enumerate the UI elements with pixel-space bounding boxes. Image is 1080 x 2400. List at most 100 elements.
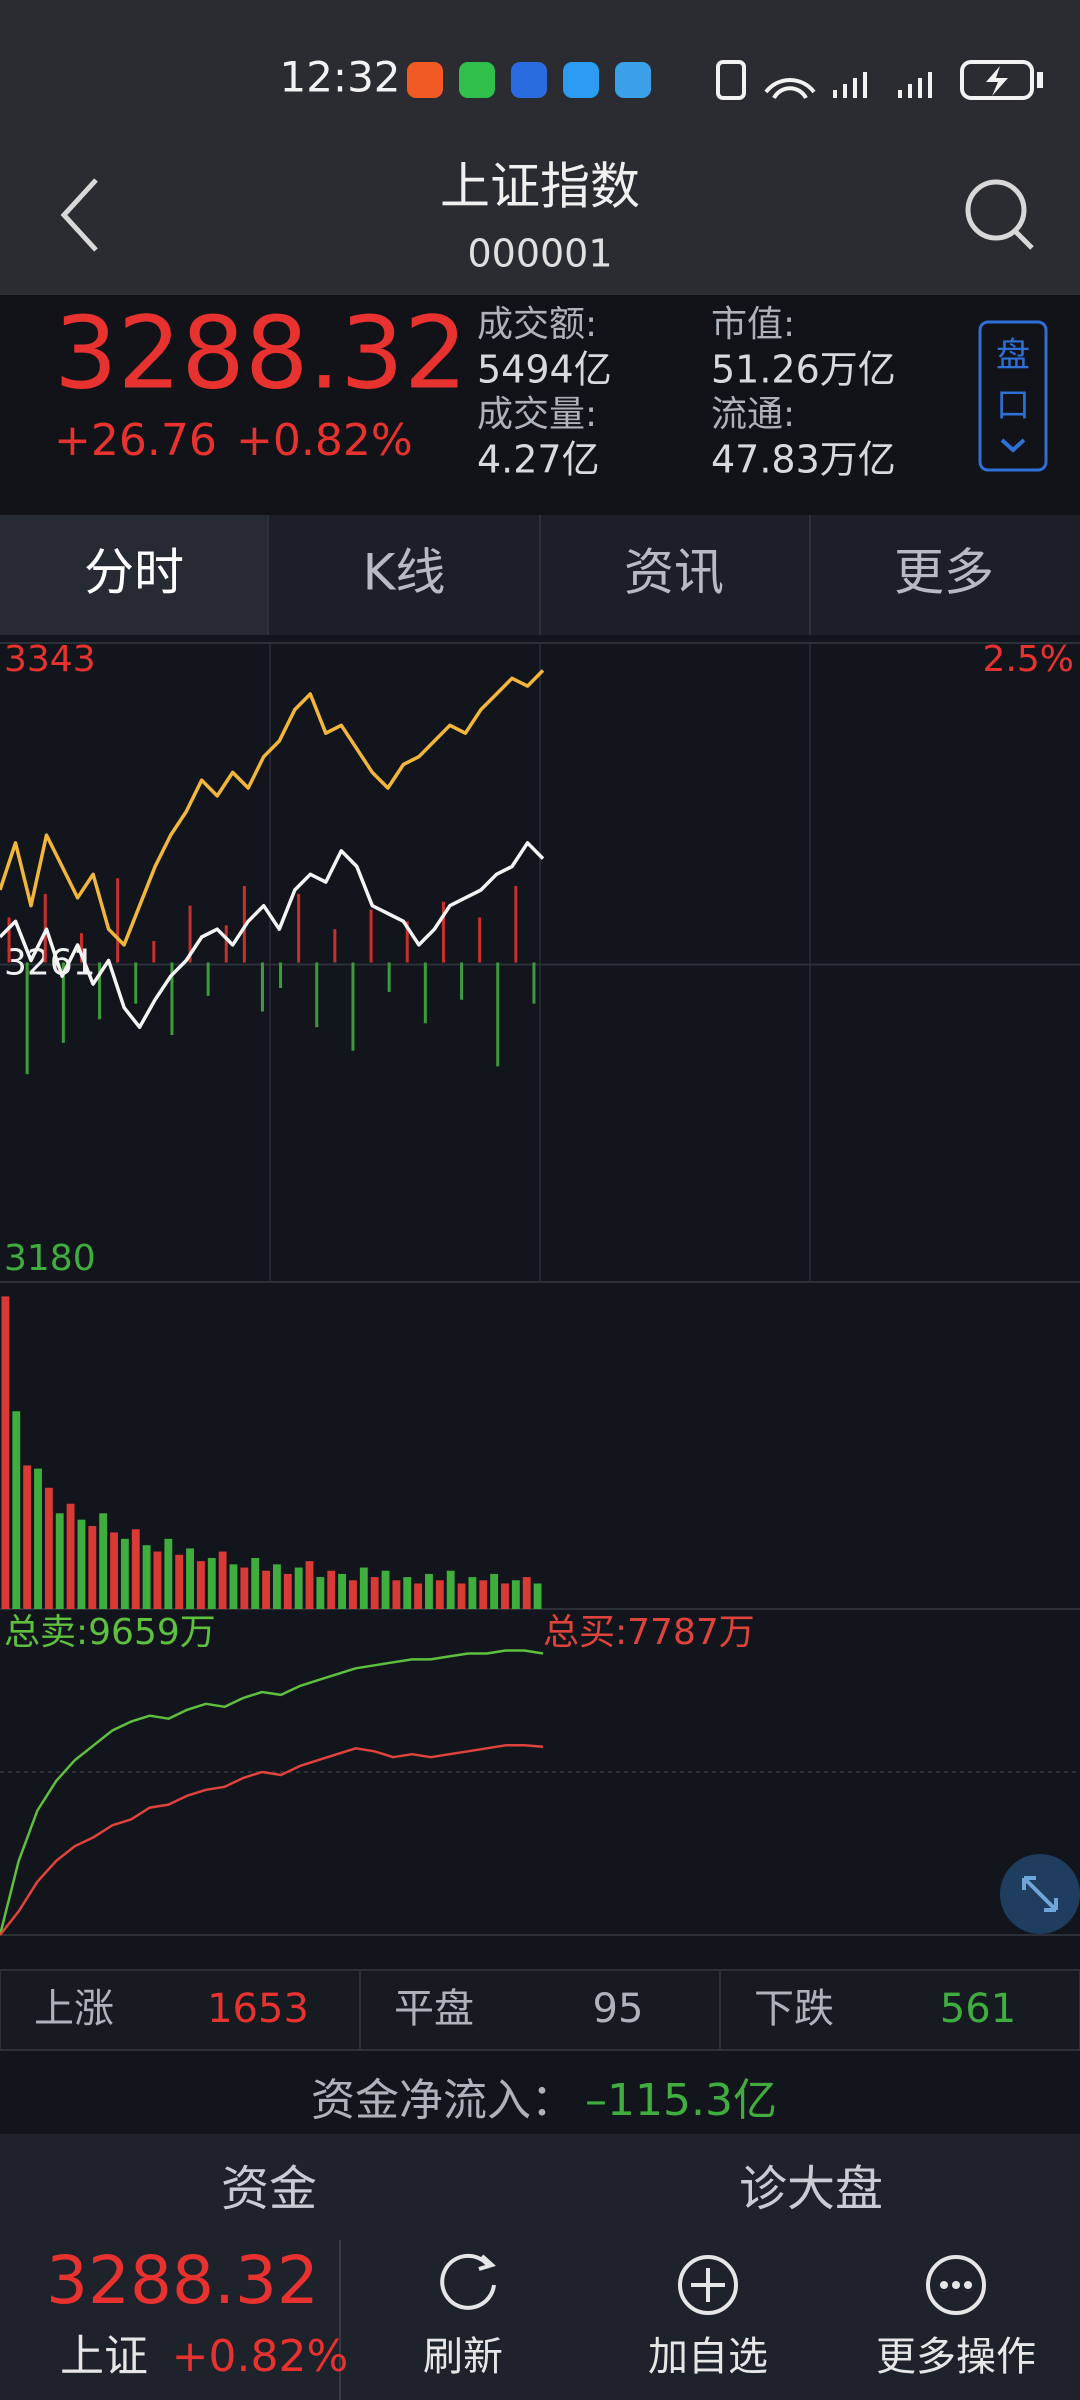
volume-bar	[414, 1583, 423, 1609]
back-button[interactable]	[60, 178, 98, 252]
diff-bar	[387, 962, 391, 992]
refresh-icon[interactable]	[440, 2253, 496, 2310]
volume-bar	[34, 1468, 42, 1609]
expand-icon	[1022, 1876, 1058, 1912]
order-book-button[interactable]	[978, 320, 1048, 472]
volume-bar	[381, 1570, 390, 1609]
tab[interactable]: 更多	[894, 544, 994, 602]
breadth-value: 95	[593, 1986, 644, 2032]
stat-label: 成交量:	[477, 394, 597, 435]
bottom-tab[interactable]: 资金	[221, 2161, 317, 2217]
volume-bar	[131, 1529, 140, 1609]
diff-bar	[297, 893, 301, 963]
app-icon	[459, 62, 495, 98]
volume-bar	[77, 1519, 86, 1609]
volume-bar	[533, 1583, 542, 1609]
bottom-price: 3288.32	[46, 2242, 319, 2319]
volume-bar	[370, 1577, 379, 1609]
quote-bg	[0, 295, 1080, 515]
breadth-bg	[0, 1969, 1080, 2051]
tab[interactable]: K线	[363, 544, 446, 602]
diff-bar	[224, 925, 228, 963]
diff-bar	[460, 962, 464, 1000]
diff-bar	[7, 917, 11, 963]
volume-bar	[44, 1487, 53, 1609]
tab[interactable]: 资讯	[624, 544, 724, 602]
index-code: 000001	[467, 232, 612, 276]
volume-bar	[88, 1526, 97, 1609]
volume-bar	[1, 1296, 10, 1609]
diff-bar	[405, 921, 409, 963]
breadth-value: 561	[940, 1986, 1016, 2032]
stat-label: 市值:	[711, 304, 795, 345]
order-book-label[interactable]: 口	[996, 386, 1030, 426]
volume-bar	[186, 1548, 194, 1609]
order-book-label[interactable]: 盘	[996, 336, 1030, 376]
volume-bar	[446, 1570, 455, 1609]
diff-bar	[279, 962, 283, 988]
tab[interactable]: 分时	[84, 544, 184, 602]
diff-bar	[423, 962, 427, 1024]
volume-bar	[511, 1580, 520, 1609]
volume-bar	[316, 1577, 325, 1609]
diff-bar	[260, 962, 264, 1012]
volume-bar	[99, 1513, 108, 1609]
stat-value: 5494亿	[477, 348, 612, 392]
diff-bar	[61, 962, 65, 1043]
volume-bar	[294, 1567, 303, 1609]
chevron	[1000, 438, 1026, 453]
volume-bar	[501, 1583, 509, 1609]
breadth-label: 下跌	[754, 1986, 834, 2032]
volume-bar	[196, 1561, 205, 1609]
search-button[interactable]	[965, 179, 1034, 250]
volume-bar	[359, 1567, 368, 1609]
volume-bar	[435, 1580, 444, 1609]
app-icon	[563, 62, 599, 98]
price-change-pct: +0.82%	[236, 415, 413, 466]
diff-bar	[25, 962, 29, 1075]
diff-bar	[152, 940, 156, 963]
volume-bar	[273, 1564, 281, 1609]
price-line	[0, 669, 545, 947]
volume-bar	[327, 1570, 336, 1609]
bottom-bar-bg	[0, 2134, 1080, 2400]
volume-bar	[207, 1557, 216, 1609]
diff-bar	[315, 962, 319, 1028]
volume-bar	[229, 1564, 238, 1609]
volume-bar	[240, 1567, 249, 1609]
refresh-arrow	[478, 2254, 496, 2271]
y2-tick-label: 2.5%	[983, 639, 1074, 680]
diff-bar	[98, 962, 102, 1020]
diff-bar	[116, 878, 120, 963]
breadth-label: 上涨	[34, 1986, 114, 2032]
volume-bar	[479, 1580, 488, 1609]
volume-bar	[283, 1573, 292, 1609]
add-watch-icon[interactable]	[678, 2255, 738, 2315]
volume-bar	[392, 1580, 401, 1609]
volume-bar	[175, 1554, 184, 1609]
app-icon	[615, 62, 651, 98]
action-label[interactable]: 更多操作	[876, 2334, 1036, 2380]
volume-bar	[262, 1570, 270, 1609]
volume-bar	[110, 1532, 118, 1609]
breadth-value: 1653	[207, 1986, 309, 2032]
y-tick-label: 3343	[4, 639, 96, 680]
bottom-change-pct: +0.82%	[172, 2331, 349, 2382]
flow-legend: 总卖:9659万	[4, 1612, 216, 1653]
charging-icon	[986, 66, 1008, 96]
stat-label: 流通:	[711, 394, 795, 435]
volume-bar	[305, 1561, 314, 1609]
diff-bar	[369, 909, 373, 963]
bottom-tab[interactable]: 诊大盘	[739, 2161, 883, 2217]
volume-bar	[218, 1551, 227, 1609]
stat-value: 51.26万亿	[711, 348, 896, 392]
volume-bar	[66, 1503, 75, 1609]
more-icon[interactable]	[926, 2255, 986, 2315]
diff-bar	[333, 929, 337, 963]
action-label[interactable]: 刷新	[423, 2334, 503, 2380]
net-flow-value: –115.3亿	[585, 2075, 777, 2126]
volume-bar	[120, 1538, 129, 1609]
action-label[interactable]: 加自选	[648, 2334, 768, 2380]
diff-bar	[514, 886, 518, 963]
